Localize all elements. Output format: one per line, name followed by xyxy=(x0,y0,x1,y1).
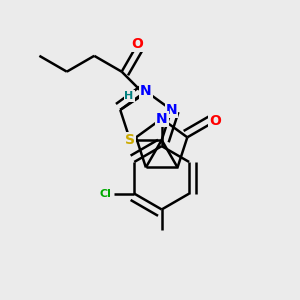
Text: O: O xyxy=(132,37,143,51)
Text: N: N xyxy=(166,103,177,117)
Text: H: H xyxy=(124,91,134,101)
Text: O: O xyxy=(209,115,221,128)
Text: Cl: Cl xyxy=(100,189,112,199)
Text: N: N xyxy=(140,84,152,98)
Text: S: S xyxy=(125,133,135,147)
Text: N: N xyxy=(156,112,167,126)
Text: N: N xyxy=(140,85,152,99)
